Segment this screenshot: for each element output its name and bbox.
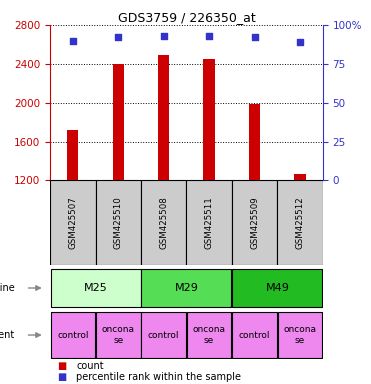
- Point: [70, 37, 76, 43]
- Bar: [232, 312, 277, 358]
- Point: [252, 34, 257, 40]
- Text: cell line: cell line: [0, 283, 14, 293]
- Bar: [203, 59, 215, 297]
- Text: control: control: [148, 331, 180, 339]
- Text: oncona
se: oncona se: [102, 325, 135, 345]
- Point: [161, 33, 167, 39]
- Bar: [96, 180, 141, 265]
- Bar: [67, 130, 79, 297]
- Bar: [232, 180, 278, 265]
- Text: GSM425507: GSM425507: [68, 196, 77, 249]
- Text: percentile rank within the sample: percentile rank within the sample: [76, 372, 241, 382]
- Text: M49: M49: [265, 283, 289, 293]
- Bar: [158, 55, 170, 297]
- Bar: [249, 104, 260, 297]
- Point: [115, 34, 121, 40]
- Text: GSM425511: GSM425511: [205, 196, 214, 249]
- Text: M25: M25: [83, 283, 108, 293]
- Bar: [141, 180, 187, 265]
- Bar: [50, 268, 141, 308]
- Bar: [187, 312, 232, 358]
- Text: GSM425509: GSM425509: [250, 196, 259, 249]
- Text: ■: ■: [58, 372, 67, 382]
- Bar: [96, 312, 141, 358]
- Bar: [278, 312, 322, 358]
- Text: GSM425508: GSM425508: [159, 196, 168, 249]
- Bar: [278, 180, 323, 265]
- Text: GSM425512: GSM425512: [296, 196, 305, 249]
- Text: oncona
se: oncona se: [193, 325, 226, 345]
- Point: [206, 33, 212, 39]
- Bar: [141, 268, 232, 308]
- Text: control: control: [239, 331, 270, 339]
- Bar: [294, 174, 306, 297]
- Text: control: control: [57, 331, 89, 339]
- Text: M29: M29: [174, 283, 198, 293]
- Text: GSM425510: GSM425510: [114, 196, 123, 249]
- Bar: [112, 64, 124, 297]
- Text: agent: agent: [0, 330, 14, 340]
- Bar: [50, 180, 96, 265]
- Text: oncona
se: oncona se: [283, 325, 316, 345]
- Bar: [50, 312, 95, 358]
- Text: count: count: [76, 361, 104, 371]
- Bar: [187, 180, 232, 265]
- Point: [297, 39, 303, 45]
- Bar: [232, 268, 322, 308]
- Text: ■: ■: [58, 361, 67, 371]
- Bar: [141, 312, 186, 358]
- Title: GDS3759 / 226350_at: GDS3759 / 226350_at: [118, 11, 255, 24]
